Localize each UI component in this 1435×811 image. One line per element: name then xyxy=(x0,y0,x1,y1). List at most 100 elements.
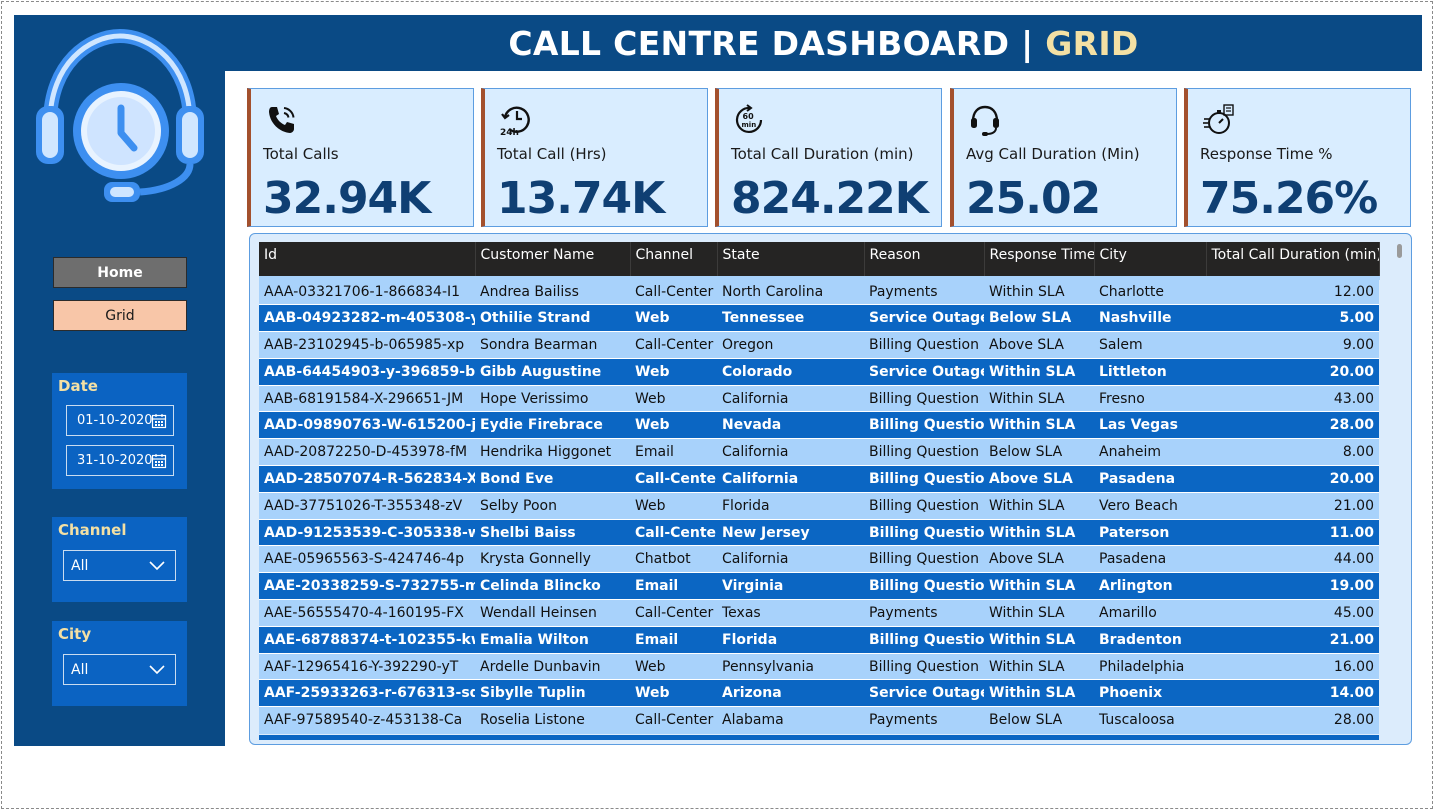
start-date-input[interactable]: 01-10-2020 xyxy=(66,405,174,436)
calendar-icon[interactable] xyxy=(151,453,167,469)
cell-state: Colorado xyxy=(717,357,864,386)
column-header-id[interactable]: Id xyxy=(259,242,476,278)
cell-id: AAE-68788374-t-102355-kw xyxy=(259,625,475,654)
cell-total-call-duration: 28.00 xyxy=(1206,411,1379,439)
kpi-label: Response Time % xyxy=(1200,145,1333,163)
table-row[interactable]: AAA-03321706-1-866834-I1 Andrea Bailiss Ca… xyxy=(259,276,1379,305)
cell-reason: Service Outage xyxy=(864,679,984,707)
column-header-response-time[interactable]: Response Time xyxy=(984,242,1095,278)
cell-id: AAB-04923282-m-405308-yW xyxy=(259,304,475,332)
channel-dropdown[interactable]: All xyxy=(63,550,176,581)
table-row[interactable]: AAB-64454903-y-396859-bx Gibb Augustine We… xyxy=(259,357,1379,386)
table-row[interactable]: AAD-09890763-W-615200-jL Eydie Firebrace W… xyxy=(259,411,1379,439)
table-row[interactable]: AAE-56555470-4-160195-FX Wendall Heinsen C… xyxy=(259,599,1379,627)
table-row[interactable]: AAE-68788374-t-102355-kw Emalia Wilton Ema… xyxy=(259,625,1379,654)
cell-reason: Payments xyxy=(864,599,984,627)
cell-city: Pasadena xyxy=(1094,465,1206,493)
city-dropdown[interactable]: All xyxy=(63,654,176,685)
page-title-accent: GRID xyxy=(1045,23,1139,63)
column-header-state[interactable]: State xyxy=(717,242,865,278)
table-row[interactable]: AAE-05965563-S-424746-4p Krysta Gonnelly C… xyxy=(259,545,1379,573)
table-row[interactable]: AAB-04923282-m-405308-yW Othilie Strand We… xyxy=(259,304,1379,332)
cell-total-call-duration: 45.00 xyxy=(1206,599,1379,627)
table-row[interactable]: AAD-20872250-D-453978-fM Hendrika Higgone… xyxy=(259,438,1379,466)
cell-reason: Billing Question xyxy=(864,572,984,600)
column-header-reason[interactable]: Reason xyxy=(864,242,985,278)
table-row[interactable]: AAB-68191584-X-296651-JM Hope Verissimo We… xyxy=(259,384,1379,412)
table-row[interactable]: AAF-25933263-r-676313-sd Sibylle Tuplin We… xyxy=(259,679,1379,707)
call-centre-logo-icon xyxy=(36,28,204,202)
table-row[interactable]: AAD-91253539-C-305338-wj Shelbi Baiss Call… xyxy=(259,518,1379,546)
kpi-card-avg-call-duration: Avg Call Duration (Min) 25.02 xyxy=(950,88,1177,227)
cell-state: Texas xyxy=(717,599,864,627)
cell-city: Phoenix xyxy=(1094,679,1206,707)
cell-id: AAA-03321706-1-866834-I1 xyxy=(259,276,475,305)
table-row[interactable]: AAD-37751026-T-355348-zV Selby Poon Web Flo… xyxy=(259,491,1379,520)
end-date-input[interactable]: 31-10-2020 xyxy=(66,445,174,476)
home-nav-button[interactable]: Home xyxy=(53,257,187,288)
cell-reason: Billing Question xyxy=(864,438,984,466)
cell-channel: Web xyxy=(630,652,717,680)
cell-response-time: Below SLA xyxy=(984,706,1094,734)
cell-reason: Billing Question xyxy=(864,625,984,654)
kpi-value: 824.22K xyxy=(731,173,929,224)
calendar-icon[interactable] xyxy=(151,413,167,429)
cell-response-time: Within SLA xyxy=(984,679,1094,707)
cell-id: AAD-37751026-T-355348-zV xyxy=(259,491,475,520)
cell-id: AAB-23102945-b-065985-xp xyxy=(259,331,475,359)
vertical-scrollbar[interactable] xyxy=(1396,242,1404,736)
cell-customer-name: Sondra Bearman xyxy=(475,331,630,359)
cell-id: AAF-12965416-Y-392290-yT xyxy=(259,652,475,680)
cell-channel: Web xyxy=(630,357,717,386)
grid-nav-button[interactable]: Grid xyxy=(53,300,187,331)
cell-state: California xyxy=(717,465,864,493)
cell-total-call-duration: 16.00 xyxy=(1206,652,1379,680)
table-row[interactable]: AAF-97589540-z-453138-Ca Roselia Listone C… xyxy=(259,706,1379,734)
cell-customer-name: Eydie Firebrace xyxy=(475,411,630,439)
channel-dropdown-value: All xyxy=(71,557,89,574)
cell-state: Tennessee xyxy=(717,304,864,332)
cell-total-call-duration: 11.00 xyxy=(1206,518,1379,546)
cell-state: Arizona xyxy=(717,679,864,707)
cell-city: Anaheim xyxy=(1094,438,1206,466)
chevron-down-icon xyxy=(149,665,165,675)
svg-text:60: 60 xyxy=(743,112,755,121)
scrollbar-thumb[interactable] xyxy=(1397,244,1402,258)
kpi-label: Total Call Duration (min) xyxy=(731,145,914,163)
kpi-label: Total Call (Hrs) xyxy=(497,145,607,163)
cell-city: Vero Beach xyxy=(1094,491,1206,520)
timer-60min-icon: 60 min xyxy=(735,104,763,133)
cell-channel: Chatbot xyxy=(630,545,717,573)
cell-channel: Web xyxy=(630,679,717,707)
cell-state: California xyxy=(717,438,864,466)
table-row[interactable]: AAF-12965416-Y-392290-yT Ardelle Dunbavin… xyxy=(259,652,1379,680)
column-header-channel[interactable]: Channel xyxy=(630,242,718,278)
cell-city: Pasadena xyxy=(1094,545,1206,573)
column-header-total-call-duration[interactable]: Total Call Duration (min) xyxy=(1206,242,1380,278)
cell-response-time: Above SLA xyxy=(984,545,1094,573)
cell-total-call-duration: 20.00 xyxy=(1206,357,1379,386)
cell-state: North Carolina xyxy=(717,276,864,305)
cell-id: AAB-64454903-y-396859-bx xyxy=(259,357,475,386)
kpi-value: 75.26% xyxy=(1200,173,1378,224)
table-row[interactable]: AAD-28507074-R-562834-Xd Bond Eve Call-Cen… xyxy=(259,465,1379,493)
cell-state: Nevada xyxy=(717,411,864,439)
column-header-customer-name[interactable]: Customer Name xyxy=(475,242,631,278)
cell-reason: Billing Question xyxy=(864,518,984,546)
column-header-city[interactable]: City xyxy=(1094,242,1207,278)
svg-text:24h: 24h xyxy=(500,128,519,137)
cell-response-time: Within SLA xyxy=(984,384,1094,412)
cell-city: Amarillo xyxy=(1094,599,1206,627)
cell-id: AAE-20338259-S-732755-mJ xyxy=(259,572,475,600)
stopwatch-speed-icon xyxy=(1203,104,1234,134)
table-row[interactable]: AAB-23102945-b-065985-xp Sondra Bearman Ca… xyxy=(259,331,1379,359)
cell-channel: Call-Center xyxy=(630,599,717,627)
cell-state: Alabama xyxy=(717,706,864,734)
cell-channel: Call-Center xyxy=(630,276,717,305)
table-row[interactable]: AAE-20338259-S-732755-mJ Celinda Blincko E… xyxy=(259,572,1379,600)
cell-id: AAD-28507074-R-562834-Xd xyxy=(259,465,475,493)
city-dropdown-value: All xyxy=(71,661,89,678)
kpi-value: 13.74K xyxy=(497,173,665,224)
grid-nav-label: Grid xyxy=(105,307,135,324)
cell-total-call-duration: 21.00 xyxy=(1206,625,1379,654)
